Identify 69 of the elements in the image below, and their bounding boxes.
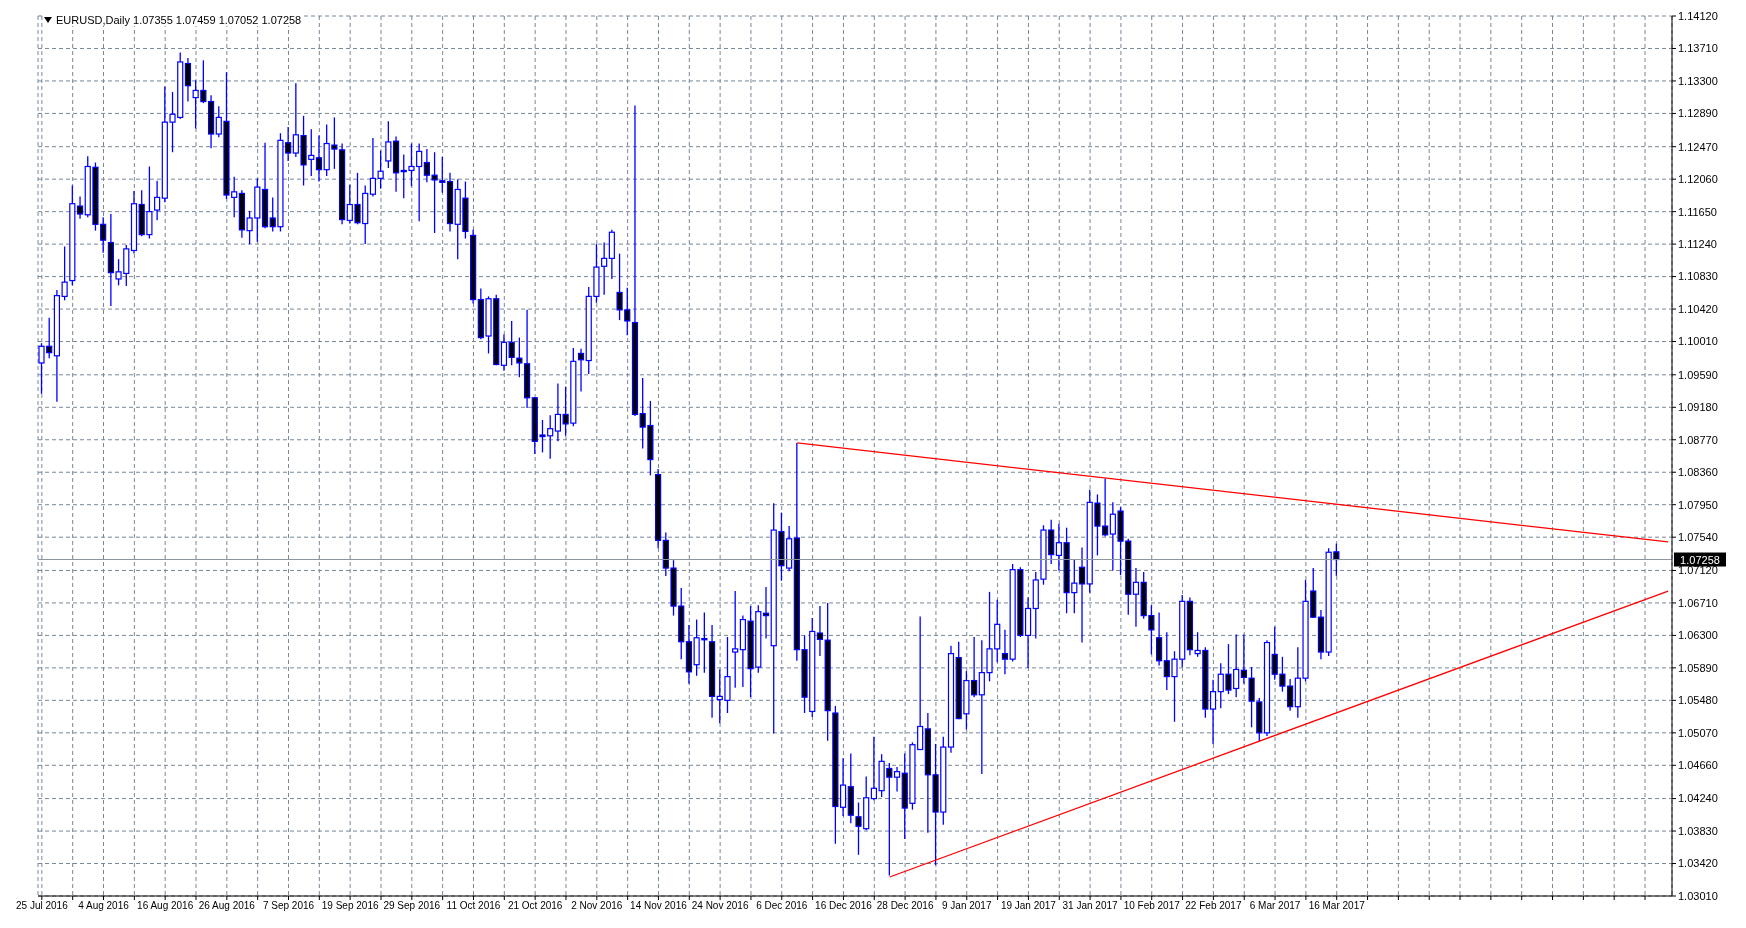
y-tick-label: 1.07120 [1678, 564, 1718, 577]
x-tick-label: 24 Nov 2016 [691, 900, 749, 912]
y-tick-label: 1.05070 [1678, 726, 1718, 739]
y-tick-label: 1.09590 [1678, 368, 1718, 381]
candlestick [154, 180, 161, 222]
y-tick-label: 1.12060 [1678, 173, 1718, 186]
x-tick-label: 6 Dec 2016 [756, 900, 808, 912]
y-tick-label: 1.09180 [1678, 401, 1718, 414]
y-tick-label: 1.08360 [1678, 466, 1718, 479]
x-tick-label: 11 Oct 2016 [446, 900, 501, 912]
y-tick-label: 1.14120 [1678, 9, 1718, 22]
candlestick [184, 57, 192, 103]
y-tick-label: 1.12890 [1678, 107, 1718, 120]
x-tick-label: 25 Jul 2016 [15, 900, 69, 912]
candlestick [1155, 611, 1163, 667]
candlestick [732, 590, 739, 689]
x-tick-label: 14 Nov 2016 [630, 900, 688, 912]
x-tick-label: 7 Sep 2016 [262, 900, 315, 912]
y-tick-label: 1.12470 [1678, 140, 1718, 153]
x-tick-label: 6 Mar 2017 [1249, 900, 1301, 912]
candlestick [1240, 633, 1247, 685]
x-tick-label: 2 Nov 2016 [571, 900, 623, 912]
x-tick-label: 19 Sep 2016 [321, 900, 379, 912]
y-tick-label: 1.11650 [1678, 205, 1717, 218]
x-tick-label: 16 Aug 2016 [137, 900, 194, 912]
y-tick-label: 1.13300 [1678, 74, 1718, 87]
y-tick-label: 1.05890 [1678, 661, 1718, 674]
x-tick-label: 4 Aug 2016 [78, 900, 130, 912]
y-tick-label: 1.10420 [1678, 302, 1718, 315]
candlestick [1078, 546, 1086, 644]
y-tick-label: 1.03420 [1678, 857, 1718, 870]
candlestick [577, 348, 585, 393]
x-tick-label: 10 Feb 2017 [1123, 900, 1181, 912]
x-tick-label: 26 Aug 2016 [198, 900, 256, 912]
y-tick-label: 1.08770 [1678, 433, 1718, 446]
x-tick-label: 29 Sep 2016 [383, 900, 441, 912]
y-tick-label: 1.07950 [1678, 498, 1718, 511]
y-tick-label: 1.03830 [1678, 824, 1718, 837]
candlestick [816, 605, 824, 657]
candlestick [500, 333, 508, 372]
y-tick-label: 1.06300 [1678, 629, 1718, 642]
y-tick-label: 1.10010 [1678, 335, 1718, 348]
y-tick-label: 1.04240 [1678, 792, 1718, 805]
x-tick-label: 28 Dec 2016 [876, 900, 934, 912]
x-tick-label: 22 Feb 2017 [1185, 900, 1242, 912]
candlestick [893, 766, 901, 793]
y-tick-label: 1.07540 [1678, 531, 1718, 544]
y-tick-label: 1.03010 [1678, 889, 1718, 902]
x-tick-label: 21 Oct 2016 [507, 900, 563, 912]
x-tick-label: 16 Mar 2017 [1308, 900, 1366, 912]
candlestick [385, 120, 392, 169]
ref-line-label: 1.07258 [1680, 553, 1720, 566]
x-tick-label: 9 Jan 2017 [942, 900, 992, 912]
y-tick-label: 1.10830 [1678, 270, 1718, 283]
y-tick-label: 1.13710 [1678, 42, 1718, 55]
y-tick-label: 1.05480 [1678, 694, 1718, 707]
candlestick [508, 320, 515, 366]
y-tick-label: 1.06710 [1678, 596, 1718, 609]
x-tick-label: 16 Dec 2016 [815, 900, 873, 912]
candlestick [1132, 567, 1140, 628]
chart-title: EURUSD,Daily 1.07355 1.07459 1.07052 1.07258 [56, 14, 302, 26]
candlestick [1209, 679, 1217, 745]
x-tick-label: 19 Jan 2017 [1000, 900, 1057, 912]
candlestick [315, 134, 323, 183]
x-tick-label: 31 Jan 2017 [1062, 900, 1119, 912]
candlestick [1001, 629, 1009, 675]
candlestick [76, 195, 84, 220]
y-tick-label: 1.04660 [1678, 759, 1718, 772]
y-tick-label: 1.11240 [1678, 238, 1717, 251]
